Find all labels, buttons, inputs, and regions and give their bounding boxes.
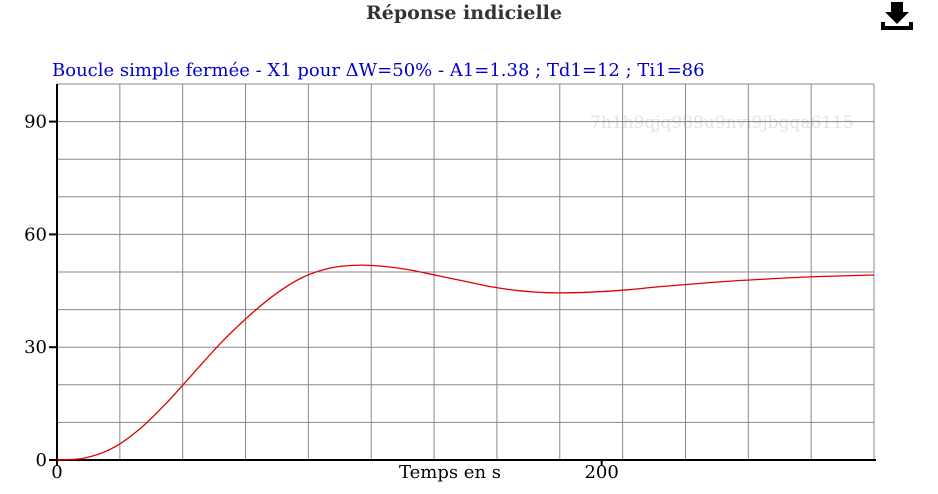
series-line bbox=[56, 264, 875, 461]
page-title: Réponse indicielle bbox=[366, 2, 562, 24]
chart-subtitle: Boucle simple fermée - X1 pour ΔW=50% - … bbox=[52, 60, 705, 81]
y-tick-label: 0 bbox=[36, 450, 47, 471]
chart-axes bbox=[56, 84, 876, 461]
y-tick-label: 30 bbox=[24, 337, 47, 358]
chart-series bbox=[56, 264, 875, 461]
download-button[interactable] bbox=[874, 0, 920, 34]
chart-ticks: 0 30 60 90 0 200 bbox=[24, 112, 619, 483]
y-tick-label: 60 bbox=[24, 224, 47, 245]
x-axis-label: Temps en s bbox=[399, 462, 501, 483]
chart-grid bbox=[57, 83, 875, 460]
y-tick-label: 90 bbox=[24, 112, 47, 133]
x-tick-label: 0 bbox=[51, 462, 62, 483]
watermark: 7h1h9qjq989u9nvi9jbgqa6115 bbox=[590, 113, 854, 133]
x-tick-label: 200 bbox=[584, 462, 618, 483]
download-icon bbox=[881, 2, 913, 30]
